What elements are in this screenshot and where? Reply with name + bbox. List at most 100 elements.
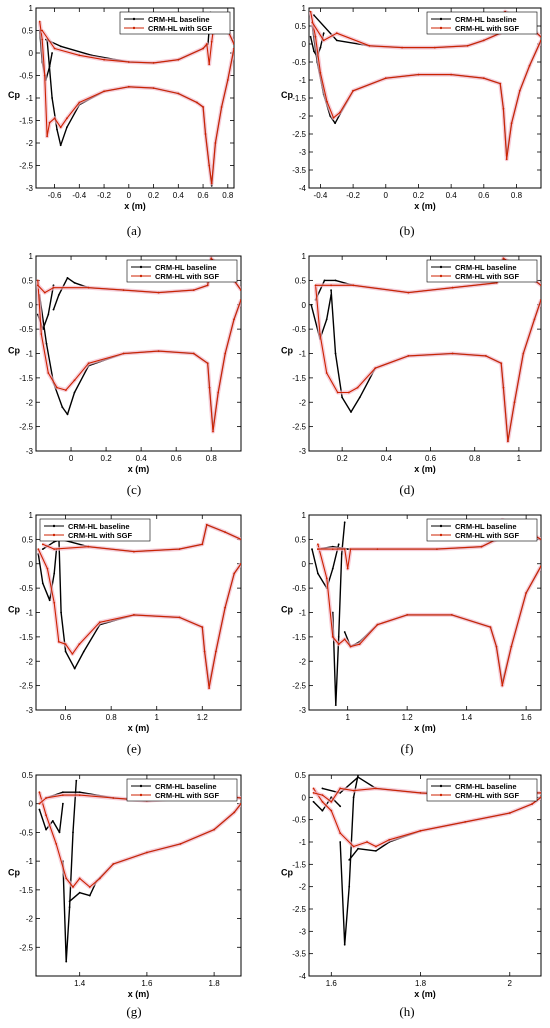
- series-sgf-point-g: [240, 802, 241, 805]
- series-sgf-point-e: [203, 650, 206, 653]
- xtick-label-b: 0.8: [511, 191, 523, 200]
- series-sgf-point-e: [240, 538, 241, 541]
- ytick-label-h: -3: [299, 927, 307, 936]
- series-sgf-point-d: [407, 355, 410, 357]
- caption-d: (d): [399, 482, 415, 497]
- ytick-label-a: -2.5: [19, 162, 33, 171]
- legend-label-baseline-e: CRM-HL baseline: [68, 522, 130, 531]
- series-baseline-point-f: [343, 631, 346, 633]
- series-baseline-point-g: [75, 779, 78, 782]
- caption-e: (e): [126, 741, 142, 756]
- series-sgf-point-f: [343, 548, 346, 550]
- xtick-label-a: -0.2: [97, 191, 111, 200]
- series-sgf-point-a: [210, 182, 213, 185]
- xtick-label-c: 0.6: [171, 454, 183, 463]
- series-sgf-point-c: [122, 352, 125, 355]
- chart-panel-g: 0.5 0 -0.5 -1 -1.5 -2 -2.5 1.4 1.6 1.8 Cp x (m) CRM-…: [8, 771, 242, 999]
- series-sgf-point-e: [133, 550, 135, 553]
- ytick-label-f: -2.5: [292, 682, 306, 691]
- ytick-label-f: -1: [299, 609, 307, 618]
- series-sgf-point-g: [112, 863, 115, 865]
- series-sgf-point-c: [192, 289, 195, 291]
- series-sgf-point-e: [233, 572, 236, 575]
- series-sgf-point-b: [322, 39, 325, 42]
- series-baseline-point-h: [312, 800, 315, 803]
- series-sgf-point-b: [482, 39, 485, 42]
- xtick-label-b: -0.4: [314, 191, 328, 200]
- series-sgf-point-b: [332, 116, 335, 119]
- x-axis-title-g: x (m): [128, 989, 150, 999]
- legend-marker-sgf-d: [439, 274, 443, 278]
- ytick-label-d: -2.5: [292, 423, 306, 432]
- series-sgf-point-d: [407, 291, 410, 294]
- ytick-label-f: -0.5: [292, 584, 306, 593]
- series-baseline-point-e: [48, 599, 51, 602]
- series-baseline-point-d: [330, 289, 332, 291]
- series-sgf-point-e: [205, 523, 208, 526]
- series-baseline-point-f: [343, 521, 346, 524]
- series-sgf-point-h: [339, 787, 342, 790]
- chart-panel-f: 1 0.5 0 -0.5 -1 -1.5 -2 -2.5 -3 1 1.2 1.4 1.6 Cp x (m)…: [281, 511, 542, 733]
- series-sgf-point-c: [47, 372, 50, 374]
- series-sgf-point-a: [202, 106, 205, 108]
- series-sgf-point-a: [127, 85, 130, 88]
- series-sgf-point-b: [401, 46, 403, 49]
- series-baseline-point-a: [66, 126, 68, 129]
- chart-panel-c: 1 0.5 0 -0.5 -1 -1.5 -2 -2.5 -3 0 0.2 0.4 0.6 0.8 Cp x …: [8, 252, 242, 474]
- series-sgf-point-a: [177, 58, 180, 61]
- series-baseline-point-d: [325, 318, 328, 321]
- series-baseline-point-g: [51, 820, 54, 822]
- plot-frame-f: [308, 514, 542, 711]
- series-sgf-point-f: [480, 545, 483, 548]
- y-axis-title-h: Cp: [281, 868, 293, 878]
- ytick-label-b: 0.5: [295, 22, 307, 31]
- legend-label-sgf-e: CRM-HL with SGF: [68, 531, 132, 540]
- series-baseline-point-g: [78, 891, 81, 894]
- series-sgf-point-f: [436, 548, 438, 550]
- series-baseline-point-c: [57, 294, 60, 296]
- series-sgf-point-e: [98, 621, 101, 624]
- series-sgf-point-e: [37, 548, 40, 550]
- ytick-label-c: -2: [26, 398, 34, 407]
- series-sgf-point-d: [330, 284, 332, 287]
- series-baseline-point-h: [348, 859, 351, 861]
- chart-panel-b: 1 0.5 0 -0.5 -1 -1.5 -2 -2.5 -3 -3.5 -4 -0.4 -0.2 0 0.…: [281, 4, 542, 211]
- xtick-label-d: 0.8: [469, 454, 481, 463]
- legend-box-c: [126, 259, 238, 283]
- series-sgf-point-d: [495, 281, 498, 284]
- legend-label-sgf-a: CRM-HL with SGF: [148, 24, 212, 33]
- series-baseline-point-b: [335, 39, 338, 42]
- ytick-label-g: -1: [26, 857, 34, 866]
- series-sgf-point-e: [53, 601, 56, 604]
- ytick-label-h: -3.5: [292, 950, 306, 959]
- series-baseline-point-e: [41, 582, 44, 585]
- series-sgf-point-c: [56, 386, 58, 389]
- series-baseline-point-f: [331, 567, 334, 570]
- legend-box-f: [426, 518, 538, 542]
- series-sgf-point-h: [330, 800, 333, 803]
- series-baseline-point-d: [310, 303, 313, 306]
- series-sgf-point-f: [349, 548, 352, 550]
- ytick-label-g: 0.5: [22, 771, 34, 780]
- series-sgf-point-c: [224, 352, 227, 355]
- series-sgf-point-h: [388, 838, 391, 841]
- series-sgf-point-e: [41, 543, 44, 546]
- legend-marker-sgf-h: [439, 793, 443, 797]
- series-baseline-point-e: [41, 548, 44, 550]
- series-baseline-point-e: [60, 611, 62, 614]
- series-sgf-point-h: [312, 787, 315, 790]
- legend-label-sgf-d: CRM-HL with SGF: [455, 272, 519, 281]
- series-baseline-point-b: [334, 122, 336, 125]
- series-sgf-point-d: [540, 284, 541, 287]
- series-baseline-point-c: [73, 391, 76, 394]
- legend-marker-baseline-f: [439, 524, 443, 528]
- series-baseline-point-a: [59, 45, 62, 48]
- ytick-label-e: -2.5: [19, 682, 33, 691]
- series-sgf-point-f: [349, 645, 352, 648]
- series-group-f: [311, 517, 541, 706]
- series-sgf-point-d: [513, 401, 516, 404]
- series-group-h: [311, 775, 541, 946]
- series-sgf-point-a: [41, 29, 44, 32]
- series-sgf-point-a: [152, 87, 155, 89]
- series-sgf-point-f: [406, 614, 409, 616]
